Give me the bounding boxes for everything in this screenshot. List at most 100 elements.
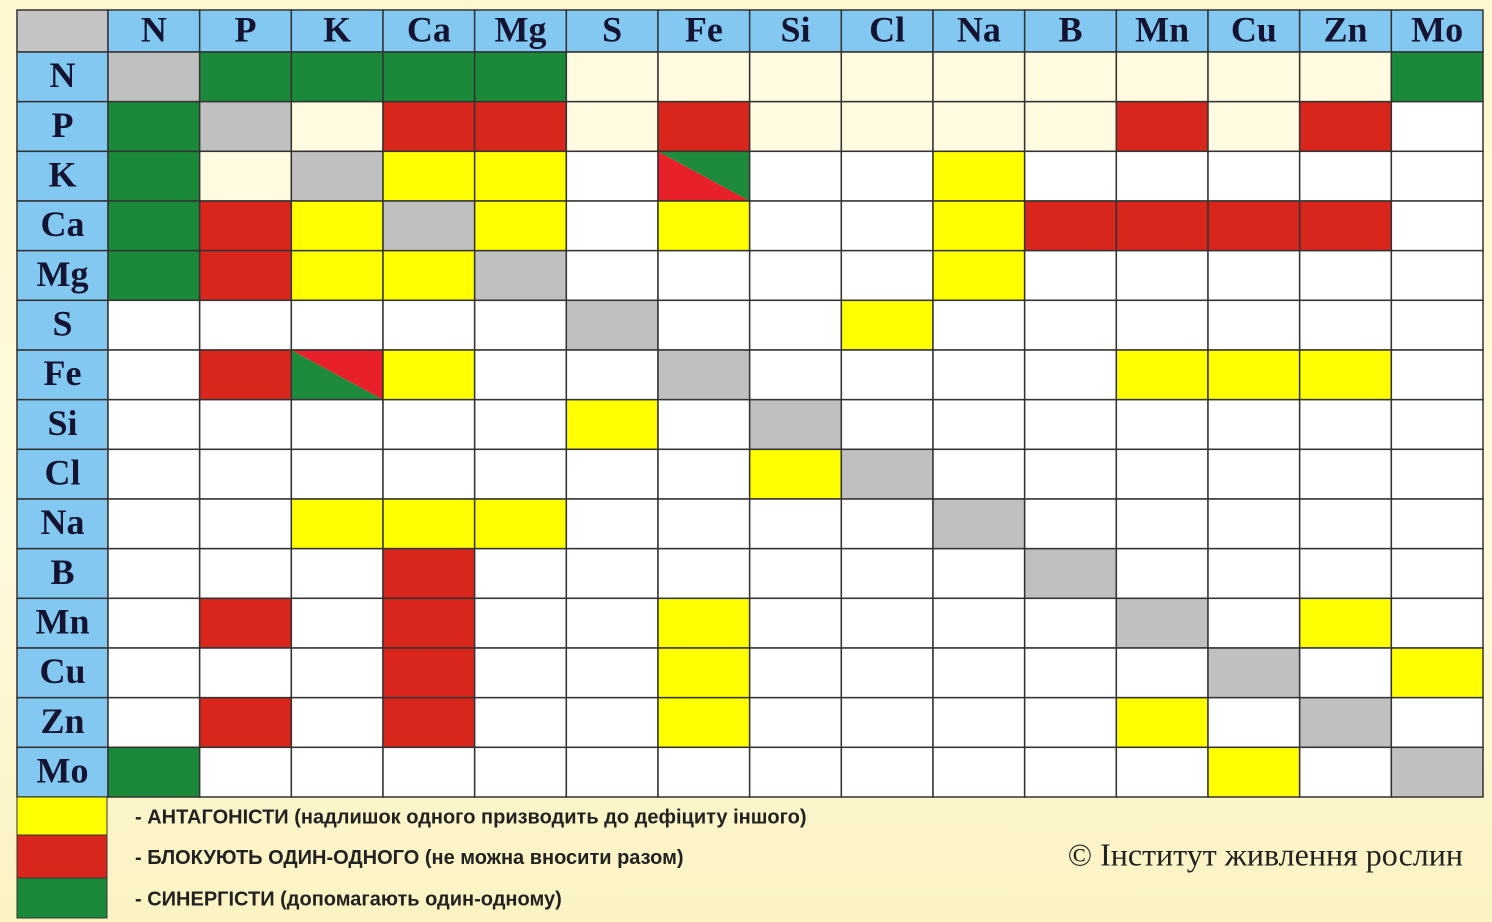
- cell: [1207, 647, 1301, 699]
- cell: [657, 349, 751, 401]
- cell: [565, 100, 659, 153]
- cell: [107, 647, 201, 699]
- copyright: © Інститут живлення рослин: [1068, 836, 1463, 872]
- cell-half: [291, 350, 383, 400]
- cell: [932, 696, 1026, 749]
- cell: [840, 498, 934, 550]
- cell: [1298, 249, 1393, 302]
- row-header-cell: [16, 100, 109, 153]
- cell: [1390, 498, 1484, 550]
- cell: [382, 597, 476, 649]
- cell: [748, 150, 843, 202]
- cell: [1298, 498, 1393, 550]
- cell: [107, 299, 201, 351]
- row-header: Cu: [39, 651, 85, 691]
- cell: [1115, 200, 1209, 252]
- cell: [748, 547, 843, 600]
- cell: [1298, 299, 1393, 351]
- cell: [1115, 299, 1209, 351]
- cell: [1298, 547, 1393, 600]
- cell: [473, 150, 568, 202]
- cell: [1115, 597, 1209, 649]
- cell: [1298, 349, 1393, 401]
- column-header-cell: [565, 9, 659, 53]
- cell: [565, 498, 659, 550]
- cell: [290, 249, 384, 302]
- cell: [565, 299, 659, 351]
- column-header: Zn: [1323, 9, 1367, 49]
- cell: [1298, 51, 1393, 103]
- row-header-cell: [16, 547, 109, 600]
- cell: [107, 100, 201, 153]
- column-header: Cu: [1231, 9, 1277, 49]
- cell: [1390, 100, 1484, 153]
- cell: [290, 547, 384, 600]
- row-header: Ca: [41, 204, 85, 244]
- row-header: Zn: [40, 701, 84, 741]
- cell: [565, 597, 659, 649]
- row-header: B: [50, 552, 74, 592]
- cell: [1115, 448, 1209, 500]
- cell: [290, 498, 384, 550]
- cell: [382, 647, 476, 699]
- cell: [748, 299, 843, 351]
- cell: [565, 696, 659, 749]
- cell: [565, 746, 659, 798]
- cell: [748, 647, 843, 699]
- column-header: Si: [780, 9, 810, 49]
- row-header: Na: [41, 502, 85, 542]
- cell: [290, 200, 384, 252]
- cell: [840, 547, 934, 600]
- cell: [473, 647, 568, 699]
- row-header-cell: [16, 597, 109, 649]
- cell: [382, 200, 476, 252]
- cell: [748, 746, 843, 798]
- cell: [840, 150, 934, 202]
- cell: [198, 547, 293, 600]
- cell: [1390, 448, 1484, 500]
- cell: [1023, 299, 1118, 351]
- legend-swatch: [16, 834, 108, 879]
- cell: [932, 498, 1026, 550]
- row-header: Fe: [44, 353, 82, 393]
- cell: [657, 249, 751, 302]
- cell: [290, 51, 384, 103]
- cell: [932, 647, 1026, 699]
- cell: [290, 299, 384, 351]
- cell: [382, 398, 476, 451]
- cell: [290, 150, 384, 202]
- cell: [932, 249, 1026, 302]
- cell: [840, 200, 934, 252]
- cell: [1207, 547, 1301, 600]
- cell: [1298, 647, 1393, 699]
- cell: [1390, 349, 1484, 401]
- row-header-cell: [16, 647, 109, 699]
- cell: [473, 696, 568, 749]
- cell: [657, 696, 751, 749]
- row-header-cell: [16, 746, 109, 798]
- cell: [565, 200, 659, 252]
- cell: [1390, 547, 1484, 600]
- cell: [565, 349, 659, 401]
- cell: [840, 746, 934, 798]
- column-header-cell: [1298, 9, 1393, 53]
- column-header: Mn: [1135, 9, 1189, 49]
- cell: [1023, 498, 1118, 550]
- legend-text: - БЛОКУЮТЬ ОДИН-ОДНОГО (не можна вносити…: [135, 847, 684, 869]
- row-header: N: [50, 55, 76, 95]
- cell: [840, 249, 934, 302]
- cell: [1207, 299, 1301, 351]
- cell: [748, 498, 843, 550]
- cell: [1207, 200, 1301, 252]
- cell: [840, 100, 934, 153]
- cell: [1023, 51, 1118, 103]
- cell: [565, 51, 659, 103]
- cell: [565, 249, 659, 302]
- cell: [1207, 249, 1301, 302]
- cell: [1023, 746, 1118, 798]
- cell: [382, 746, 476, 798]
- row-header-cell: [16, 349, 109, 401]
- cell: [932, 349, 1026, 401]
- cell: [1023, 597, 1118, 649]
- cell: [107, 597, 201, 649]
